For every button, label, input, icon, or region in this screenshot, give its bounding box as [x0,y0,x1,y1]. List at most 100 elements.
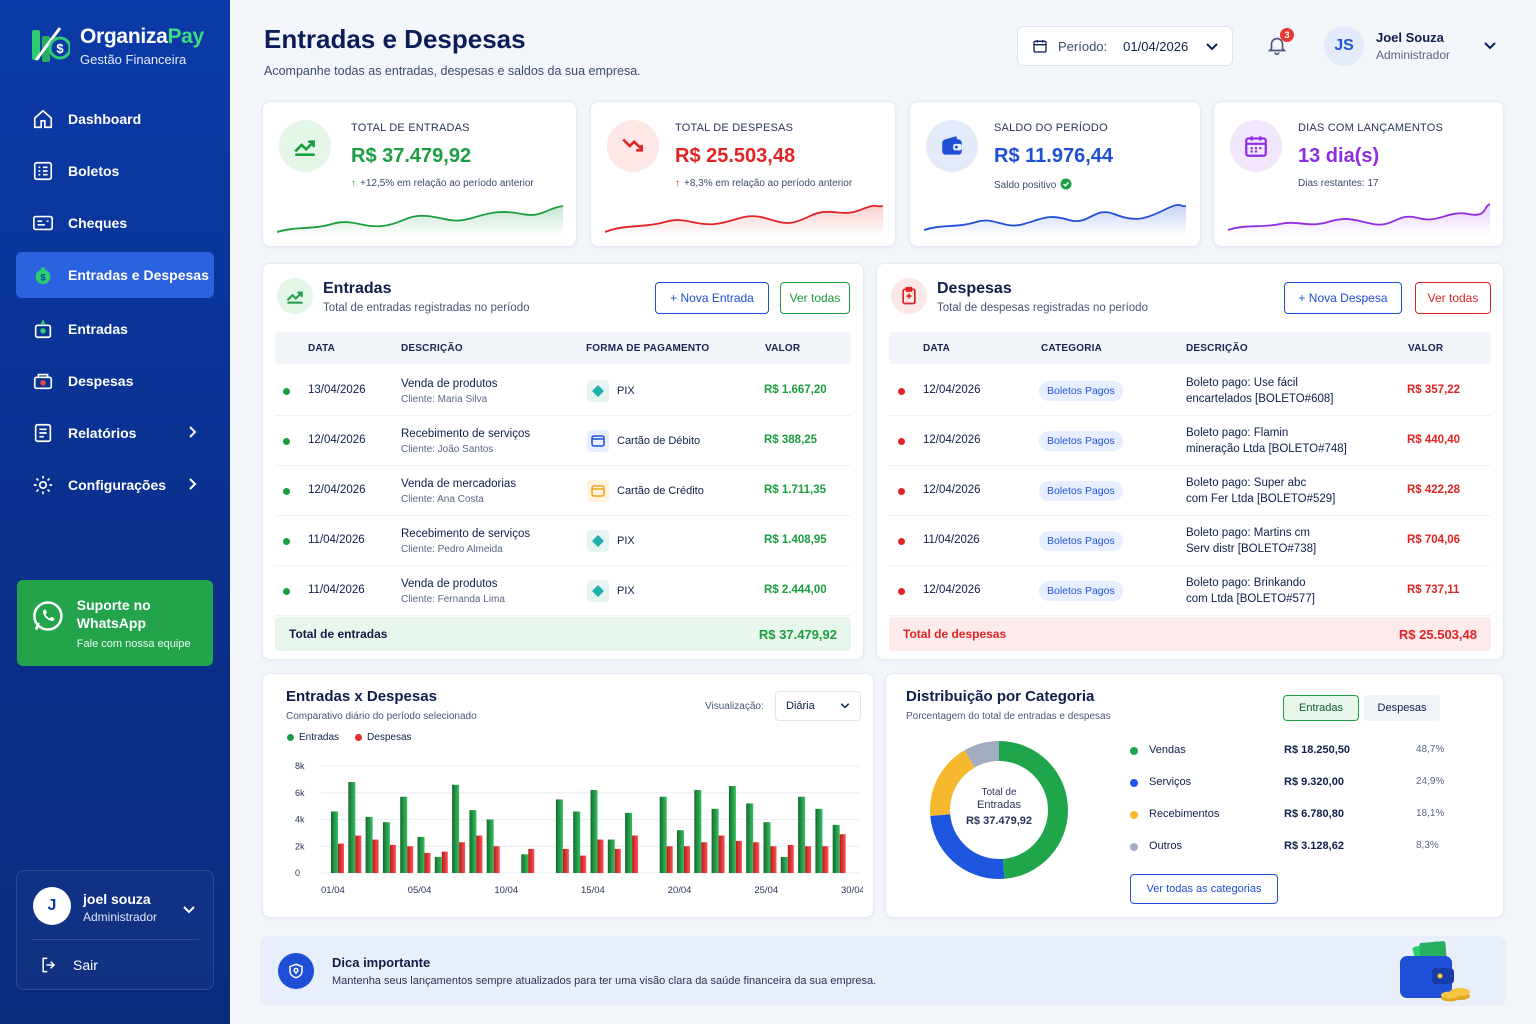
bar-despesas[interactable] [666,846,673,873]
table-row[interactable]: 11/04/2026 Venda de produtos Cliente: Fern… [275,566,851,616]
total-label: Total de despesas [903,627,1007,641]
bar-despesas[interactable] [787,844,794,873]
category-row[interactable]: Outros R$ 3.128,62 8,3% [1130,840,1460,856]
bar-despesas[interactable] [735,840,742,873]
donut-slice[interactable] [930,741,1068,879]
bar-entradas[interactable] [365,816,373,873]
table-row[interactable]: 11/04/2026 Recebimento de serviços Cliente… [275,516,851,566]
sidebar-item-dashboard[interactable]: Dashboard [16,96,214,142]
bar-despesas[interactable] [407,846,414,873]
ver-todas-entradas-button[interactable]: Ver todas [780,282,850,314]
bar-entradas[interactable] [331,811,338,873]
bar-entradas[interactable] [573,811,581,873]
bar-despesas[interactable] [632,835,639,873]
bar-despesas[interactable] [597,839,604,873]
chevron-down-icon[interactable] [183,901,195,919]
table-row[interactable]: 12/04/2026 Boletos Pagos Boleto pago: Flam… [889,416,1491,466]
bar-entradas[interactable] [711,808,719,873]
bar-entradas[interactable] [763,822,771,873]
table-row[interactable]: 12/04/2026 Recebimento de serviços Cliente… [275,416,851,466]
bar-despesas[interactable] [441,851,448,873]
bar-despesas[interactable] [476,835,483,873]
bar-despesas[interactable] [424,852,431,873]
bar-despesas[interactable] [493,846,500,873]
bar-entradas[interactable] [780,856,788,873]
category-row[interactable]: Serviços R$ 9.320,00 24,9% [1130,776,1460,792]
sidebar-item-cheques[interactable]: Cheques [16,200,214,246]
table-row[interactable]: 13/04/2026 Venda de produtos Cliente: Mari… [275,366,851,416]
header-user-menu[interactable]: JS Joel Souza Administrador [1324,26,1496,66]
bar-entradas[interactable] [746,803,754,873]
bar-entradas[interactable] [832,824,840,873]
bar-despesas[interactable] [580,855,587,873]
view-select[interactable]: Diária [775,691,861,721]
table-row[interactable]: 12/04/2026 Boletos Pagos Boleto pago: Use … [889,366,1491,416]
bar-entradas[interactable] [607,839,615,873]
kpi-value: R$ 25.503,48 [675,145,796,167]
bar-despesas[interactable] [770,846,777,873]
bar-entradas[interactable] [590,790,598,873]
ver-todas-categorias-button[interactable]: Ver todas as categorias [1130,874,1278,904]
bar-despesas[interactable] [701,842,708,873]
category-row[interactable]: Vendas R$ 18.250,50 48,7% [1130,744,1460,760]
bar-entradas[interactable] [417,836,425,873]
bar-entradas[interactable] [728,786,736,873]
bar-entradas[interactable] [434,856,442,873]
period-selector[interactable]: Período: 01/04/2026 [1017,26,1233,66]
bar-entradas[interactable] [521,854,529,873]
nova-despesa-button[interactable]: + Nova Despesa [1284,282,1402,314]
sidebar-item-relatorios[interactable]: Relatórios [16,410,214,456]
bar-despesas[interactable] [459,842,466,873]
bar-entradas[interactable] [348,782,356,873]
bar-despesas[interactable] [684,846,690,873]
bar-despesas[interactable] [839,834,846,873]
table-row[interactable]: 11/04/2026 Boletos Pagos Boleto pago: Mart… [889,516,1491,566]
nova-entrada-button[interactable]: + Nova Entrada [655,282,769,314]
bar-despesas[interactable] [822,846,829,873]
logout-button[interactable]: Sair [39,955,98,975]
bar-despesas[interactable] [562,848,569,873]
bar-entradas[interactable] [382,822,390,873]
sidebar-item-entradas[interactable]: Entradas [16,306,214,352]
sidebar-item-despesas[interactable]: Despesas [16,358,214,404]
sidebar-item-boletos[interactable]: Boletos [16,148,214,194]
notifications-button[interactable]: 3 [1266,28,1294,58]
bar-despesas[interactable] [355,835,362,873]
donut-slice[interactable] [930,741,1068,879]
sidebar-item-configuracoes[interactable]: Configurações [16,462,214,508]
bar-despesas[interactable] [372,839,379,873]
tab-despesas[interactable]: Despesas [1364,695,1440,721]
tab-entradas[interactable]: Entradas [1283,695,1359,721]
bar-entradas[interactable] [486,819,494,874]
app-logo[interactable]: $ OrganizaPay Gestão Financeira [30,24,204,68]
category-row[interactable]: Recebimentos R$ 6.780,80 18,1% [1130,808,1460,824]
bar-despesas[interactable] [753,842,760,873]
bar-despesas[interactable] [805,846,812,873]
table-row[interactable]: 12/04/2026 Boletos Pagos Boleto pago: Brin… [889,566,1491,616]
y-tick-label: 2k [295,841,305,851]
bar-despesas[interactable] [718,835,725,873]
bar-despesas[interactable] [614,848,621,873]
bar-entradas[interactable] [555,799,563,873]
bar-entradas[interactable] [677,830,684,873]
bar-entradas[interactable] [625,812,633,873]
bar-entradas[interactable] [469,810,477,873]
avatar[interactable]: J [33,887,71,925]
ver-todas-despesas-button[interactable]: Ver todas [1415,282,1491,314]
bar-entradas[interactable] [798,796,806,873]
bar-entradas[interactable] [815,808,823,873]
kpi-label: SALDO DO PERÍODO [994,122,1108,134]
bar-entradas[interactable] [659,796,667,873]
bar-entradas[interactable] [452,784,460,873]
bar-entradas[interactable] [400,796,408,873]
table-row[interactable]: 12/04/2026 Boletos Pagos Boleto pago: Supe… [889,466,1491,516]
whatsapp-support-button[interactable]: Suporte no WhatsApp Fale com nossa equip… [17,580,213,666]
table-row[interactable]: 12/04/2026 Venda de mercadorias Cliente: A… [275,466,851,516]
bar-despesas[interactable] [389,844,396,873]
row-description-detail: Serv distr [BOLETO#738] [1186,543,1317,555]
bar-entradas[interactable] [694,790,702,873]
bar-despesas[interactable] [528,848,535,873]
donut-slice[interactable] [930,741,1068,879]
bar-despesas[interactable] [338,843,344,873]
sidebar-item-entradas-e-despesas[interactable]: $ Entradas e Despesas [16,252,214,298]
